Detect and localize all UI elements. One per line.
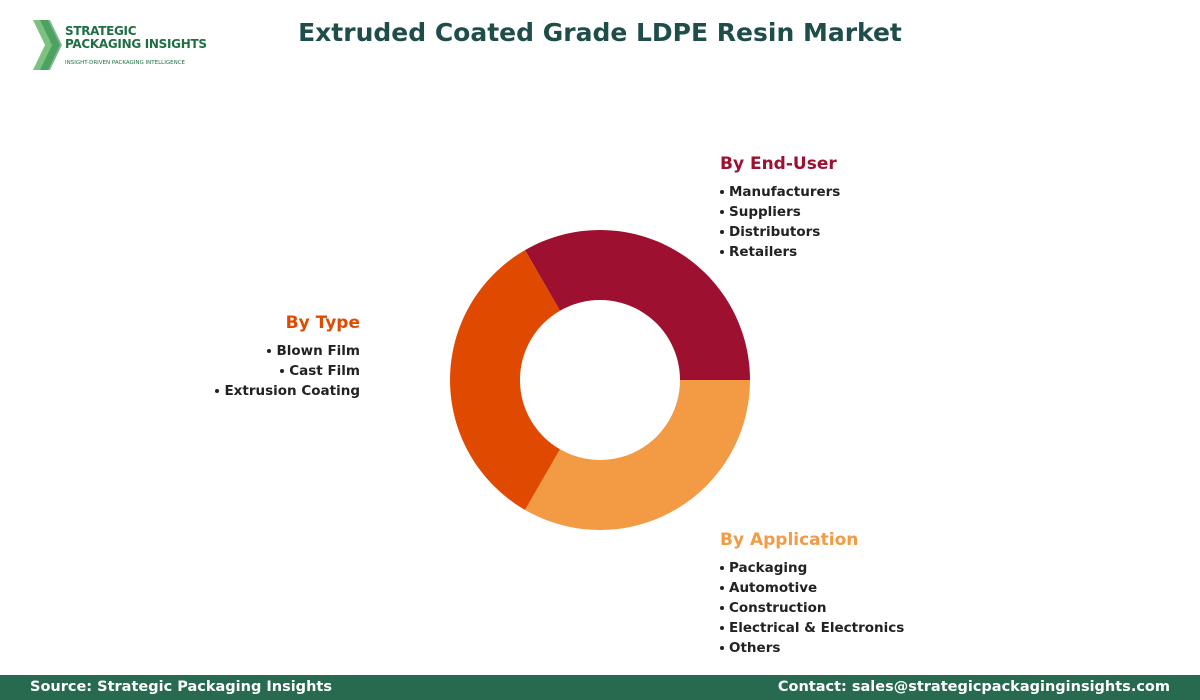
segment: By End-User Manufacturers Suppliers Distrib… xyxy=(720,154,1020,262)
item-text: Retailers xyxy=(729,244,798,260)
donut-segment-end-user xyxy=(525,230,750,380)
bullet xyxy=(720,626,724,630)
segment-item: Manufacturers xyxy=(720,182,1020,202)
segment-item: Retailers xyxy=(720,242,1020,262)
item-text: Others xyxy=(729,640,781,656)
segment-item: Others xyxy=(720,638,1020,658)
segment-item: Electrical & Electronics xyxy=(720,618,1020,638)
item-text: Packaging xyxy=(729,560,808,576)
donut-segment-application xyxy=(525,380,750,530)
segment-item: Blown Film xyxy=(60,341,360,361)
item-text: Suppliers xyxy=(729,204,801,220)
segment-heading: By End-User xyxy=(720,154,837,174)
bullet xyxy=(267,349,272,353)
segment: By Application Packaging Automotive Constru… xyxy=(720,530,1020,658)
title: Extruded Coated Grade LDPE Resin Market xyxy=(298,18,902,47)
footer: Source: Strategic Packaging Insights Con… xyxy=(0,675,1200,700)
bullet xyxy=(720,210,724,214)
item-text: Cast Film xyxy=(289,363,360,379)
segment-heading: By Application xyxy=(720,530,859,550)
bullet xyxy=(280,369,285,373)
bullet xyxy=(720,606,724,610)
segment-item: Distributors xyxy=(720,222,1020,242)
bullet xyxy=(720,250,724,254)
item-text: Blown Film xyxy=(276,343,360,359)
segment: By Type Blown Film Cast Film Extrusion Coat… xyxy=(60,313,360,401)
logo-tagline: INSIGHT-DRIVEN PACKAGING INTELLIGENCE xyxy=(65,60,186,66)
item-text: Extrusion Coating xyxy=(224,383,360,399)
contact: Contact: sales@strategicpackaginginsight… xyxy=(777,679,1170,695)
item-text: Automotive xyxy=(729,580,818,596)
segment-heading: By Type xyxy=(285,313,360,333)
donut-segment-type xyxy=(450,250,560,510)
item-text: Distributors xyxy=(729,224,821,240)
segment-item: Suppliers xyxy=(720,202,1020,222)
segment-item: Packaging xyxy=(720,558,1020,578)
logo-text: PACKAGING INSIGHTS xyxy=(65,37,207,51)
bullet xyxy=(720,646,724,650)
bullet xyxy=(720,230,724,234)
item-text: Manufacturers xyxy=(729,184,841,200)
segment-item: Automotive xyxy=(720,578,1020,598)
logo-mark xyxy=(40,20,62,70)
segment-item: Extrusion Coating xyxy=(60,381,360,401)
item-text: Construction xyxy=(729,600,827,616)
segment-item: Construction xyxy=(720,598,1020,618)
bullet xyxy=(215,389,220,393)
bullet xyxy=(720,586,724,590)
logo-text: STRATEGIC xyxy=(65,24,137,38)
source: Source: Strategic Packaging Insights xyxy=(30,679,332,695)
item-text: Electrical & Electronics xyxy=(729,620,905,636)
segment-item: Cast Film xyxy=(60,361,360,381)
bullet xyxy=(720,566,724,570)
bullet xyxy=(720,190,724,194)
